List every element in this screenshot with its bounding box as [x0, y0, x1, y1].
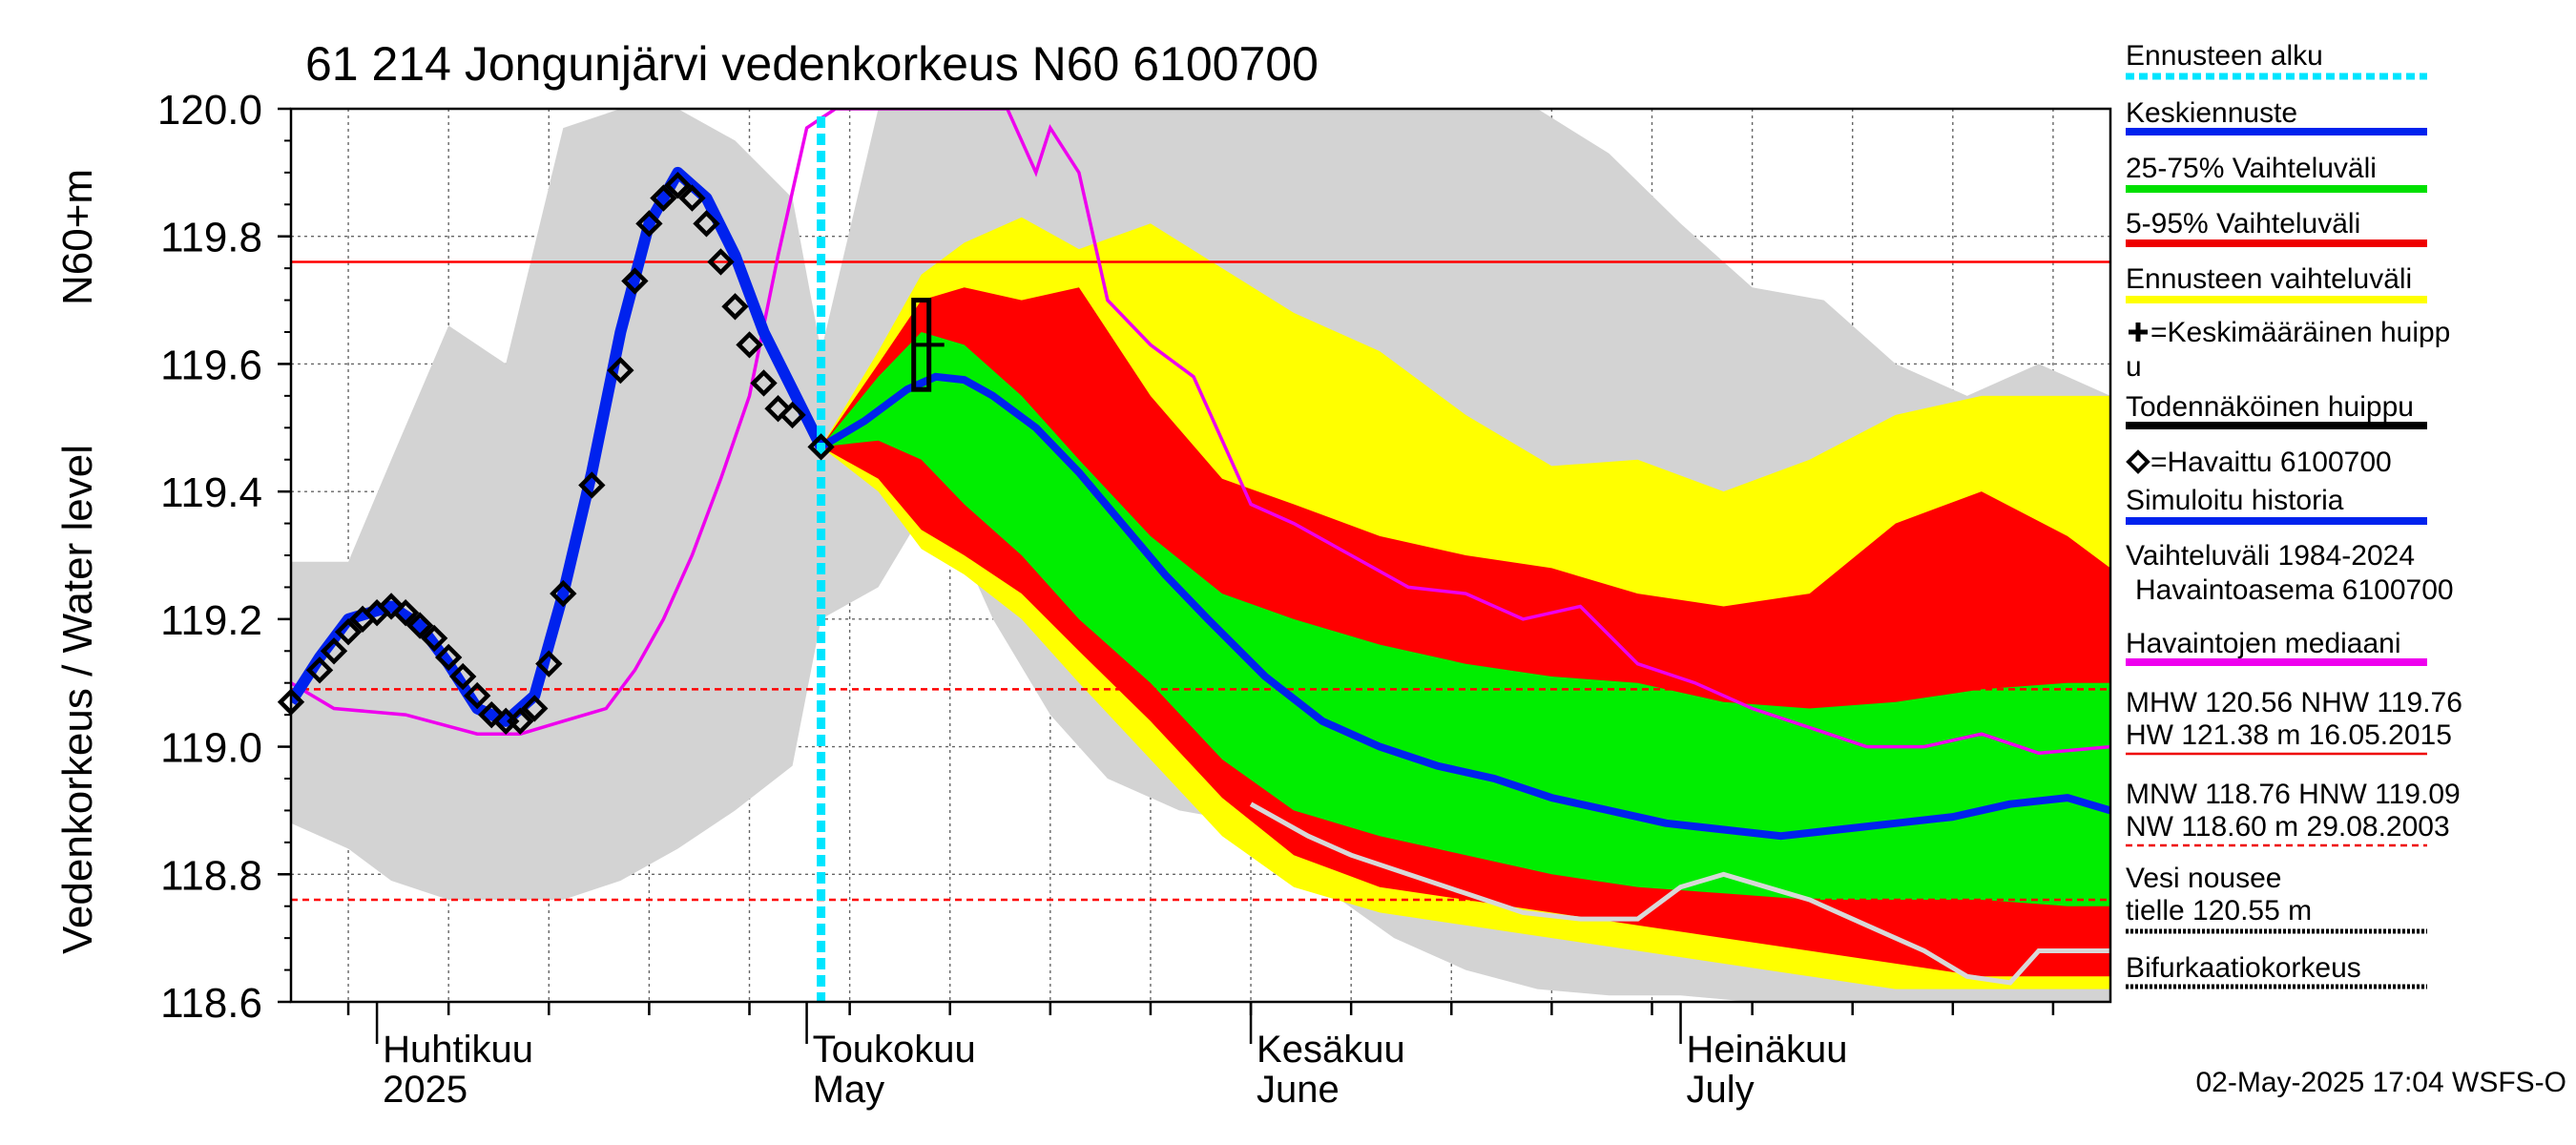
- legend-label: 5-95% Vaihteluväli: [2126, 208, 2360, 239]
- observed-point: [320, 637, 348, 665]
- y-tick-label: 118.8: [160, 852, 262, 899]
- series-lines: [291, 109, 2110, 1002]
- observed-point: [464, 681, 491, 710]
- observed-point: [420, 624, 448, 653]
- observed-point: [807, 433, 835, 461]
- range-bands: [291, 109, 2110, 1002]
- legend-label: 25-75% Vaihteluväli: [2126, 153, 2377, 184]
- observed-point: [434, 643, 463, 672]
- observed-point: [779, 401, 806, 429]
- month-sublabel: 2025: [383, 1069, 467, 1111]
- observed-markers: [277, 172, 945, 736]
- observed-point: [334, 618, 363, 646]
- legend-label-wrap: u: [2126, 351, 2142, 383]
- legend-label: MNW 118.76 HNW 119.09: [2126, 779, 2461, 810]
- mean-forecast-line: [819, 372, 2110, 841]
- legend: Ennusteen alku Keskiennuste 25-75% Vaihtel…: [2126, 40, 2462, 989]
- y-axis-unit: N60+m: [54, 169, 101, 305]
- legend-label: Keskiennuste: [2126, 97, 2297, 129]
- observation-median-line: [291, 109, 2110, 756]
- history-min-line: [1249, 802, 2110, 986]
- chart-title: 61 214 Jongunjärvi vedenkorkeus N60 6100…: [305, 37, 1319, 91]
- y-tick-label: 120.0: [157, 87, 262, 134]
- legend-label: Havaintojen mediaani: [2126, 628, 2401, 659]
- observed-point: [664, 172, 692, 199]
- observed-point: [736, 331, 763, 359]
- p25-75-band: [821, 332, 2110, 906]
- observed-point: [607, 356, 634, 385]
- observed-point: [405, 612, 434, 639]
- observed-point: [521, 695, 549, 722]
- observed-point: [449, 662, 477, 691]
- observed-point: [707, 248, 735, 276]
- legend-label: NW 118.60 m 29.08.2003: [2126, 811, 2450, 843]
- y-tick-label: 119.2: [160, 597, 262, 644]
- legend-label: Havaintoasema 6100700: [2135, 574, 2454, 606]
- legend-label: Bifurkaatiokorkeus: [2126, 952, 2361, 984]
- legend-label: =Keskimääräinen huipp: [2150, 317, 2450, 348]
- observed-point: [578, 471, 606, 499]
- observed-point: [305, 656, 334, 684]
- legend-label: =Havaittu 6100700: [2150, 447, 2392, 478]
- legend-label: Todennäköinen huippu: [2126, 391, 2414, 423]
- legend-label: HW 121.38 m 16.05.2015: [2126, 719, 2452, 751]
- observed-point: [693, 210, 720, 238]
- legend-label: Simuloitu historia: [2126, 485, 2344, 516]
- month-label: Huhtikuu: [383, 1029, 533, 1071]
- observed-point: [377, 593, 405, 620]
- observed-point: [391, 598, 420, 627]
- y-tick-label: 119.4: [160, 469, 262, 516]
- axes: 118.6 118.8 119.0 119.2 119.4 119.6 119.8 120.0…: [157, 87, 2055, 1111]
- footer-timestamp: 02-May-2025 17:04 WSFS-O: [2196, 1067, 2567, 1098]
- legend-label: Vaihteluväli 1984-2024: [2126, 540, 2415, 572]
- month-sublabel: May: [813, 1069, 885, 1111]
- observed-point: [721, 293, 749, 321]
- observed-point: [478, 700, 506, 729]
- observed-point: [678, 184, 706, 212]
- observed-point: [621, 267, 649, 295]
- month-sublabel: July: [1687, 1069, 1755, 1111]
- observed-point: [550, 579, 577, 608]
- month-label: Kesäkuu: [1257, 1029, 1405, 1071]
- legend-label: Ennusteen alku: [2126, 40, 2323, 72]
- month-label: Toukokuu: [813, 1029, 976, 1071]
- legend-label: MHW 120.56 NHW 119.76: [2126, 687, 2462, 718]
- observed-point: [635, 210, 663, 238]
- observed-point: [535, 650, 563, 677]
- observed-point: [507, 707, 534, 736]
- simulated-history-line: [291, 166, 826, 727]
- observed-point: [650, 184, 677, 212]
- y-axis-label: Vedenkorkeus / Water level: [54, 445, 101, 954]
- month-sublabel: June: [1257, 1069, 1340, 1111]
- y-tick-label: 119.6: [160, 342, 262, 388]
- legend-label: Ennusteen vaihteluväli: [2126, 263, 2412, 295]
- observed-point: [750, 369, 778, 397]
- legend-label: tielle 120.55 m: [2126, 895, 2312, 926]
- y-tick-label: 119.0: [160, 725, 262, 772]
- y-tick-label: 119.8: [160, 215, 262, 261]
- y-tick-label: 118.6: [160, 980, 262, 1027]
- legend-diamond-icon: [2126, 449, 2150, 474]
- legend-label: Vesi nousee: [2126, 863, 2281, 894]
- observed-point: [764, 395, 792, 423]
- month-label: Heinäkuu: [1687, 1029, 1848, 1071]
